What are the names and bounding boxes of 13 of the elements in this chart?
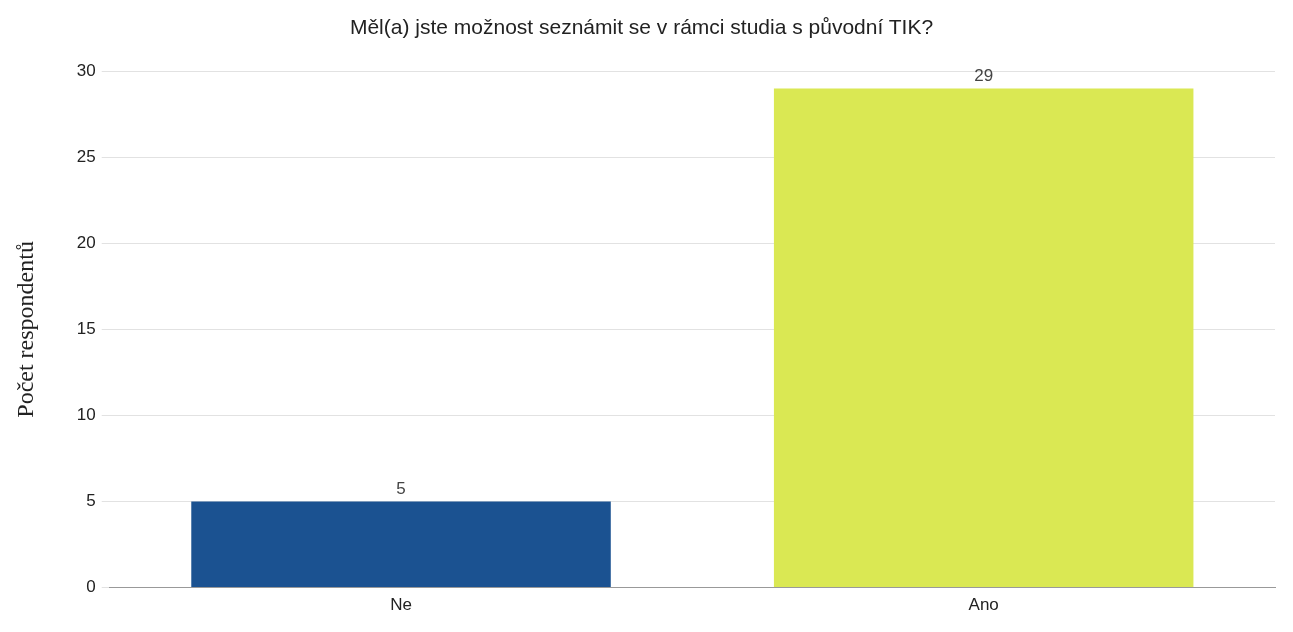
chart-title: Měl(a) jste možnost seznámit se v rámci studia s původní TIK? xyxy=(349,15,934,39)
y-axis-title: Počet respondentů xyxy=(11,241,38,418)
y-tick-label: 10 xyxy=(76,405,96,425)
y-tick-label: 30 xyxy=(76,60,96,80)
y-tick-label: 25 xyxy=(76,146,96,166)
x-tick-label: Ne xyxy=(390,595,412,615)
data-label: 29 xyxy=(974,65,994,85)
y-tick-label: 5 xyxy=(86,491,96,511)
x-tick-label: Ano xyxy=(968,595,999,615)
y-tick-label: 0 xyxy=(86,577,96,597)
y-tick-label: 20 xyxy=(76,233,96,253)
y-tick-label: 15 xyxy=(76,319,96,339)
data-label: 5 xyxy=(396,478,406,498)
